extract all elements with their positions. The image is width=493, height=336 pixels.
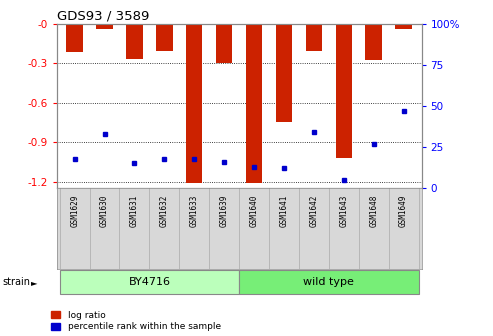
Text: GDS93 / 3589: GDS93 / 3589 [57,9,149,23]
Text: GSM1631: GSM1631 [130,195,139,227]
Text: wild type: wild type [303,277,354,287]
Text: GSM1640: GSM1640 [249,195,258,227]
Bar [216,24,232,63]
Text: GSM1630: GSM1630 [100,195,109,227]
Bar [186,24,203,183]
Text: GSM1641: GSM1641 [280,195,288,227]
Bar [276,24,292,122]
Bar [126,24,142,59]
Text: GSM1648: GSM1648 [369,195,378,227]
Bar [60,270,239,294]
Text: ►: ► [31,278,37,287]
Text: GSM1633: GSM1633 [190,195,199,227]
Bar [306,24,322,51]
Bar [96,24,113,29]
Text: GSM1643: GSM1643 [339,195,348,227]
Bar [239,270,419,294]
Text: GSM1639: GSM1639 [220,195,229,227]
Text: BY4716: BY4716 [128,277,171,287]
Text: GSM1642: GSM1642 [310,195,318,227]
Bar [336,24,352,158]
Text: GSM1629: GSM1629 [70,195,79,227]
Bar [395,24,412,29]
Bar [156,24,173,51]
Bar [246,24,262,183]
Text: GSM1649: GSM1649 [399,195,408,227]
Bar [67,24,83,52]
Text: strain: strain [2,277,31,287]
Text: GSM1632: GSM1632 [160,195,169,227]
Legend: log ratio, percentile rank within the sample: log ratio, percentile rank within the sa… [51,311,221,332]
Bar [365,24,382,60]
